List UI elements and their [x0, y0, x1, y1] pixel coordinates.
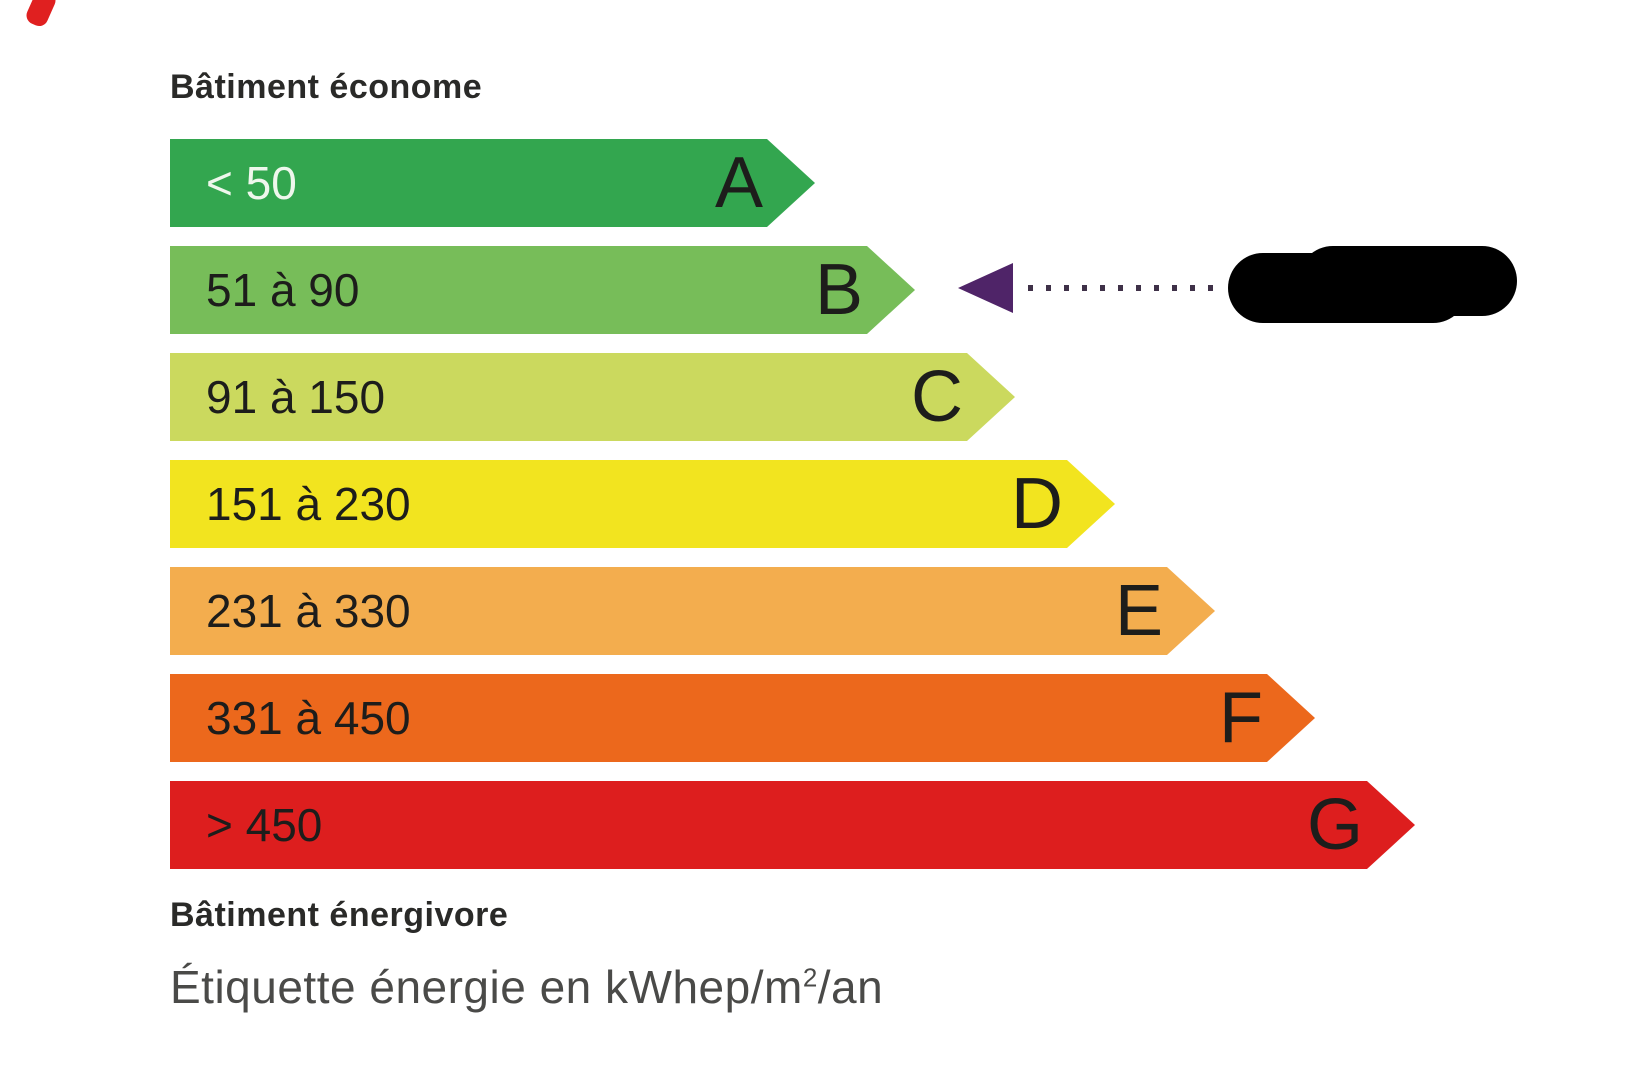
- bar-class-letter: A: [714, 143, 763, 223]
- bar-class-letter: G: [1306, 785, 1363, 865]
- bar-range-label: 151 à 230: [206, 478, 411, 530]
- scale-top-label: Bâtiment économe: [170, 68, 483, 106]
- bar-range-label: 91 à 150: [206, 371, 386, 423]
- bar-class-letter: F: [1219, 678, 1263, 758]
- dotted-connector-line: [1028, 285, 1226, 291]
- energy-bar-e: 231 à 330 E: [170, 567, 1215, 655]
- bar-range-label: < 50: [206, 157, 297, 209]
- unit-caption-prefix: Étiquette énergie en kWhep/m: [170, 961, 803, 1013]
- bar-range-label: > 450: [206, 799, 323, 851]
- energy-bar-d: 151 à 230 D: [170, 460, 1115, 548]
- scale-bottom-label: Bâtiment énergivore: [170, 896, 509, 934]
- energy-bar-g: > 450 G: [170, 781, 1415, 869]
- bar-range-label: 231 à 330: [206, 585, 411, 637]
- bar-class-letter: B: [814, 250, 863, 330]
- energy-bar-f: 331 à 450 F: [170, 674, 1315, 762]
- bar-class-letter: E: [1114, 571, 1163, 651]
- class-indicator-arrow-icon: [958, 263, 1013, 313]
- bar-class-letter: C: [911, 357, 963, 437]
- energy-bar-c: 91 à 150 C: [170, 353, 1015, 441]
- unit-caption: Étiquette énergie en kWhep/m2/an: [170, 960, 883, 1014]
- unit-caption-superscript: 2: [802, 962, 818, 993]
- corner-red-mark: [23, 0, 59, 29]
- energy-bar-a: < 50 A: [170, 139, 815, 227]
- bar-range-label: 51 à 90: [206, 264, 360, 316]
- bar-range-label: 331 à 450: [206, 692, 411, 744]
- unit-caption-suffix: /an: [817, 961, 884, 1013]
- redaction-blob: [1298, 246, 1517, 316]
- energy-bar-b: 51 à 90 B: [170, 246, 915, 334]
- bar-class-letter: D: [1011, 464, 1063, 544]
